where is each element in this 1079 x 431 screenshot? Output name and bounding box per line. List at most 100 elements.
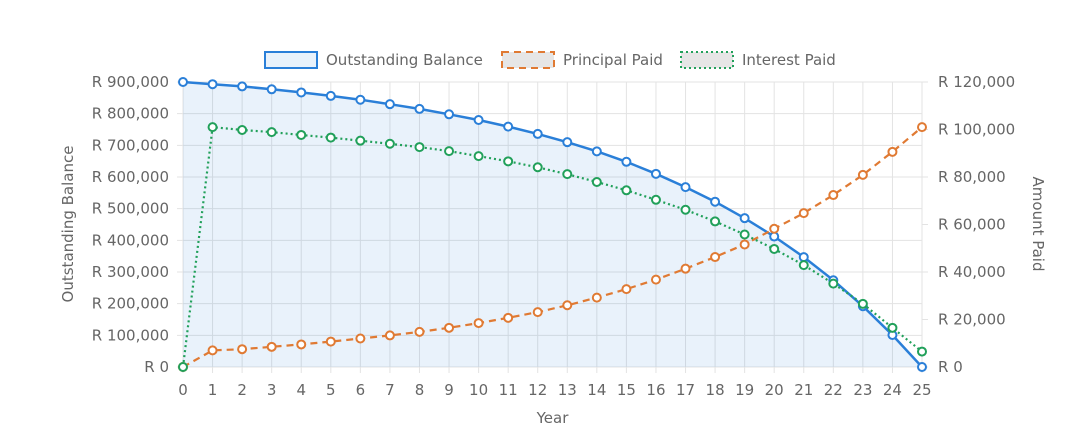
data-point (237, 124, 248, 135)
data-point (591, 146, 602, 157)
x-tick-label: 17 (676, 381, 695, 399)
data-point (650, 274, 661, 285)
data-point (473, 318, 484, 329)
y-right-tick-label: R 0 (938, 358, 963, 376)
data-point (237, 344, 248, 355)
x-tick-label: 14 (587, 381, 606, 399)
data-point (503, 121, 514, 132)
data-point (917, 346, 927, 357)
legend-label: Outstanding Balance (326, 51, 483, 69)
data-point (739, 239, 750, 250)
axes: 0 1 2 3 4 5 6 7 8 9 10 11 12 13 14 15 16 17 18 19 20 21 22 23 24… (92, 73, 1015, 399)
data-point (296, 87, 307, 98)
data-point (887, 322, 898, 333)
legend-swatch (264, 51, 318, 69)
y-left-tick-label: R 800,000 (92, 105, 169, 123)
data-point (739, 229, 750, 240)
data-point (178, 362, 188, 372)
y-axis-right-label: Amount Paid (1029, 177, 1047, 272)
y-left-tick-label: R 900,000 (92, 73, 169, 91)
data-point (384, 99, 395, 110)
data-point (384, 138, 395, 149)
x-tick-label: 18 (706, 381, 725, 399)
data-point (562, 300, 573, 311)
y-left-tick-label: R 400,000 (92, 231, 169, 249)
data-point (355, 135, 366, 146)
data-point (355, 333, 366, 344)
data-point (917, 122, 927, 133)
data-point (621, 284, 632, 295)
x-tick-label: 19 (735, 381, 754, 399)
data-point (503, 156, 514, 167)
x-tick-label: 3 (267, 381, 277, 399)
data-point (414, 103, 425, 114)
x-tick-label: 22 (824, 381, 843, 399)
series-area-fill (183, 82, 922, 367)
x-tick-label: 20 (765, 381, 784, 399)
legend: Outstanding Balance Principal Paid Interes… (264, 51, 836, 69)
data-point (503, 312, 514, 323)
data-point (828, 278, 839, 289)
y-right-tick-label: R 100,000 (938, 121, 1015, 139)
data-point (325, 90, 336, 101)
x-tick-label: 23 (853, 381, 872, 399)
x-tick-label: 9 (444, 381, 454, 399)
data-point (207, 345, 218, 356)
data-point (532, 128, 543, 139)
data-point (621, 185, 632, 196)
x-tick-label: 0 (178, 381, 188, 399)
x-tick-label: 21 (794, 381, 813, 399)
data-point (266, 341, 277, 352)
x-axis-label: Year (536, 409, 570, 427)
data-point (798, 260, 809, 271)
data-point (710, 252, 721, 263)
y-right-tick-label: R 20,000 (938, 311, 1006, 329)
data-point (444, 109, 455, 120)
data-point (828, 190, 839, 201)
x-tick-label: 24 (883, 381, 902, 399)
data-point (887, 146, 898, 157)
series-lines (178, 77, 927, 372)
data-point (621, 156, 632, 167)
x-tick-label: 11 (499, 381, 518, 399)
data-point (680, 204, 691, 215)
data-point (562, 137, 573, 148)
x-tick-label: 13 (558, 381, 577, 399)
data-point (296, 129, 307, 140)
series-line (182, 126, 923, 368)
x-tick-label: 12 (528, 381, 547, 399)
x-tick-label: 7 (385, 381, 395, 399)
data-point (769, 223, 780, 234)
area-fills (183, 82, 922, 367)
y-left-tick-label: R 700,000 (92, 136, 169, 154)
x-tick-label: 15 (617, 381, 636, 399)
y-left-tick-label: R 300,000 (92, 263, 169, 281)
data-point (650, 168, 661, 179)
y-left-tick-label: R 500,000 (92, 200, 169, 218)
y-left-tick-label: R 600,000 (92, 168, 169, 186)
data-point (237, 81, 248, 92)
data-point (207, 122, 218, 133)
x-tick-label: 5 (326, 381, 336, 399)
data-point (769, 243, 780, 254)
data-point (355, 94, 366, 105)
y-right-tick-label: R 120,000 (938, 73, 1015, 91)
data-point (266, 84, 277, 95)
x-tick-label: 8 (415, 381, 425, 399)
data-point (207, 79, 218, 90)
x-tick-label: 6 (356, 381, 366, 399)
y-left-tick-label: R 0 (144, 358, 169, 376)
data-point (384, 330, 395, 341)
y-axis-left-label: Outstanding Balance (59, 146, 77, 303)
data-point (739, 213, 750, 224)
legend-swatch (501, 51, 555, 69)
data-point (532, 162, 543, 173)
x-tick-label: 25 (912, 381, 931, 399)
data-point (444, 146, 455, 157)
y-right-tick-label: R 40,000 (938, 263, 1006, 281)
x-tick-label: 1 (208, 381, 218, 399)
data-point (857, 169, 868, 180)
data-point (798, 208, 809, 219)
data-point (444, 322, 455, 333)
